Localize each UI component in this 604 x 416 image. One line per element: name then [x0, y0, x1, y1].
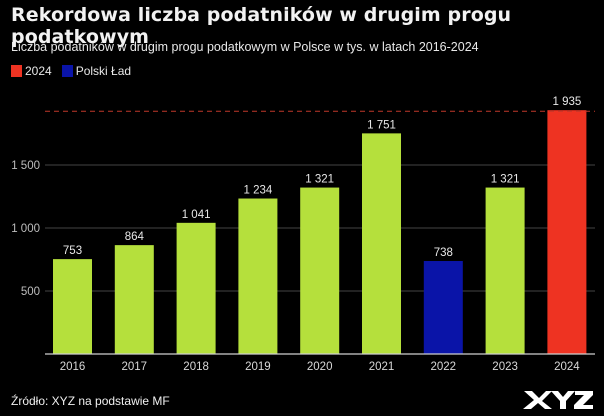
data-label-2021: 1 751 — [367, 119, 396, 131]
y-tick-label: 1 000 — [11, 223, 40, 235]
data-label-2020: 1 321 — [305, 174, 334, 186]
chart-subtitle: Liczba podatników w drugim progu podatko… — [11, 40, 479, 54]
x-tick-label-2023: 2023 — [492, 361, 518, 373]
data-label-2016: 753 — [63, 245, 82, 257]
data-label-2017: 864 — [125, 231, 145, 243]
bar-2023 — [485, 187, 525, 354]
bar-2018 — [176, 222, 216, 354]
legend-item-2024: 2024 — [11, 64, 52, 78]
xyz-logo-icon — [523, 391, 593, 409]
bar-2019 — [238, 198, 278, 354]
bar-2017 — [114, 245, 154, 354]
x-tick-label-2018: 2018 — [183, 361, 209, 373]
data-label-2022: 738 — [434, 247, 453, 259]
data-label-2024: 1 935 — [553, 96, 582, 108]
bar-2016 — [53, 259, 92, 354]
data-label-2018: 1 041 — [182, 209, 211, 221]
y-tick-label: 1 500 — [11, 160, 40, 172]
x-tick-label-2024: 2024 — [554, 361, 580, 373]
bar-2020 — [300, 187, 340, 354]
data-label-2023: 1 321 — [491, 174, 520, 186]
bar-2022 — [423, 261, 463, 354]
legend-label-2024: 2024 — [25, 64, 52, 78]
x-tick-label-2022: 2022 — [431, 361, 457, 373]
x-tick-label-2017: 2017 — [122, 361, 148, 373]
legend: 2024 Polski Ład — [11, 64, 141, 78]
y-tick-label: 500 — [21, 286, 40, 298]
x-tick-label-2020: 2020 — [307, 361, 333, 373]
legend-swatch-2024 — [11, 65, 22, 77]
source-note: Źródło: XYZ na podstawie MF — [11, 394, 170, 408]
x-tick-label-2016: 2016 — [60, 361, 86, 373]
bar-2024 — [547, 110, 587, 354]
legend-swatch-polski-lad — [61, 65, 73, 77]
legend-label-polski-lad: Polski Ład — [75, 64, 132, 78]
chart-title: Rekordowa liczba podatników w drugim pro… — [11, 4, 512, 48]
x-tick-label-2021: 2021 — [369, 361, 395, 373]
data-label-2019: 1 234 — [244, 185, 273, 197]
x-tick-label-2019: 2019 — [245, 361, 271, 373]
bar-2021 — [362, 133, 401, 354]
legend-item-polski-lad: Polski Ład — [61, 64, 132, 78]
